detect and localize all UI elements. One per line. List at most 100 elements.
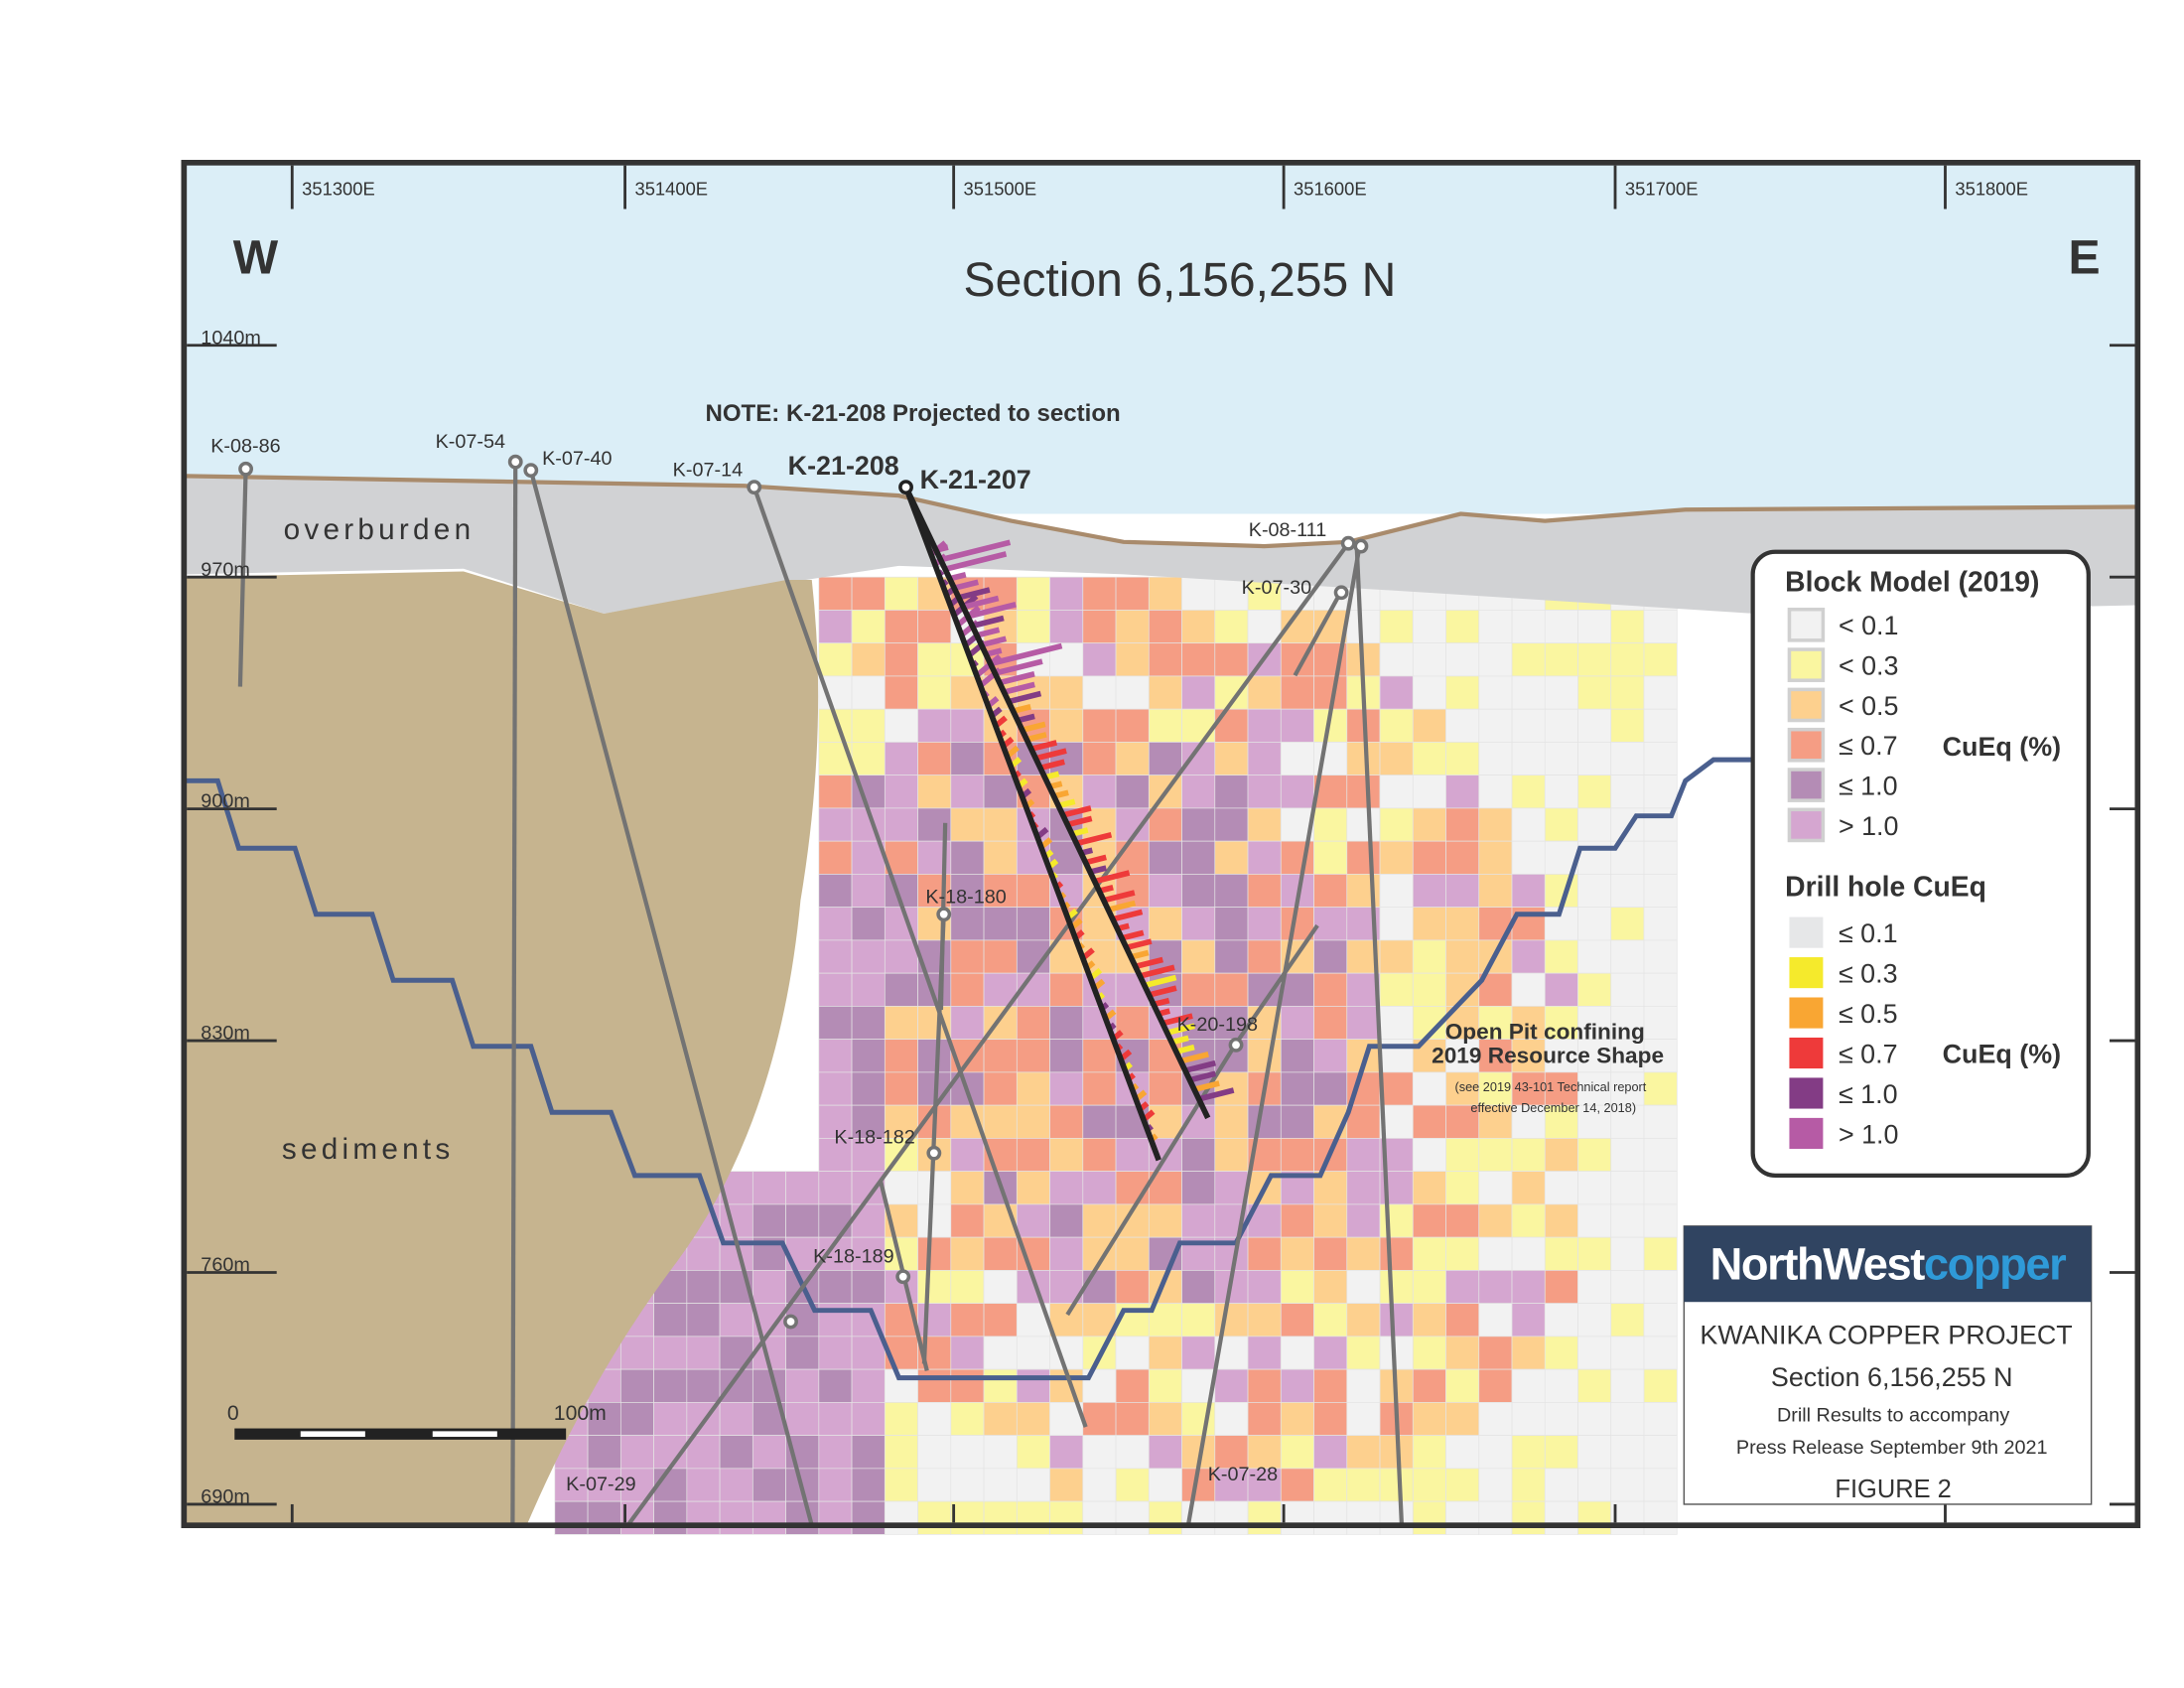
- block-cell: [1016, 1435, 1050, 1470]
- block-cell: [1379, 1071, 1414, 1106]
- block-cell: [983, 1270, 1018, 1304]
- block-cell: [983, 1336, 1018, 1370]
- assay-interval: [962, 595, 1000, 611]
- block-cell: [851, 1138, 886, 1172]
- legend-label: < 0.1: [1839, 611, 1899, 640]
- block-cell: [1313, 1270, 1348, 1304]
- block-cell: [1247, 1435, 1282, 1470]
- block-cell: [1478, 1138, 1513, 1172]
- hole-label: K-07-29: [566, 1474, 635, 1495]
- block-cell: [1016, 907, 1050, 941]
- block-cell: [1082, 1270, 1117, 1304]
- assay-interval: [1034, 748, 1067, 762]
- block-cell: [818, 1402, 853, 1436]
- block-cell: [1148, 1435, 1182, 1470]
- block-cell: [1643, 742, 1678, 776]
- block-cell: [1181, 1336, 1216, 1370]
- block-cell: [1511, 1336, 1546, 1370]
- block-cell: [1511, 1104, 1546, 1139]
- block-cell: [1148, 840, 1182, 875]
- assay-interval: [958, 587, 991, 601]
- hole-label: K-08-111: [1249, 519, 1327, 541]
- block-cell: [1181, 840, 1216, 875]
- legend-label: < 0.5: [1839, 691, 1899, 721]
- block-cell: [1016, 1171, 1050, 1205]
- block-cell: [1445, 1500, 1480, 1535]
- block-cell: [1478, 1500, 1513, 1535]
- block-cell: [1181, 642, 1216, 677]
- legend: Block Model (2019) Drill hole CuEq CuEq …: [1750, 549, 2091, 1179]
- block-cell: [1511, 840, 1546, 875]
- sky: [184, 162, 2138, 514]
- block-cell: [1610, 642, 1645, 677]
- block-cell: [1412, 1500, 1446, 1535]
- block-cell: [818, 1071, 853, 1106]
- assay-interval: [980, 635, 1008, 648]
- block-cell: [1379, 1500, 1414, 1535]
- block-cell: [1412, 1104, 1446, 1139]
- assay-interval: [999, 671, 1035, 686]
- block-cell: [1181, 1303, 1216, 1337]
- block-cell: [1610, 1402, 1645, 1436]
- block-cell: [1478, 675, 1513, 710]
- block-cell: [1445, 642, 1480, 677]
- block-cell: [1313, 874, 1348, 909]
- block-cell: [851, 1104, 886, 1139]
- block-cell: [653, 1368, 688, 1403]
- assay-interval: [1139, 964, 1175, 979]
- block-cell: [950, 708, 985, 743]
- block-cell: [1643, 1171, 1678, 1205]
- assay-interval: [953, 579, 979, 592]
- block-cell: [1577, 1138, 1612, 1172]
- block-cell: [1610, 807, 1645, 842]
- block-cell: [1280, 1368, 1314, 1403]
- block-cell: [950, 1468, 985, 1502]
- block-cell: [1379, 708, 1414, 743]
- block-cell: [1412, 1171, 1446, 1205]
- block-cell: [1280, 1203, 1314, 1238]
- block-cell: [1016, 1104, 1050, 1139]
- block-cell: [1247, 1402, 1282, 1436]
- block-cell: [1016, 576, 1050, 611]
- legend-label: ≤ 0.3: [1839, 958, 1898, 988]
- block-cell: [1016, 1402, 1050, 1436]
- block-cell: [686, 1336, 721, 1370]
- hole-label: K-07-14: [673, 459, 743, 481]
- block-cell: [1049, 1236, 1084, 1271]
- block-cell: [917, 675, 952, 710]
- block-cell: [1511, 742, 1546, 776]
- block-cell: [1346, 1104, 1381, 1139]
- block-cell: [851, 874, 886, 909]
- legend-label: > 1.0: [1839, 1119, 1899, 1149]
- legend-label: ≤ 0.1: [1839, 918, 1898, 948]
- block-cell: [1511, 1138, 1546, 1172]
- assay-interval: [1148, 985, 1177, 998]
- block-cell: [1082, 1138, 1117, 1172]
- block-cell: [884, 1435, 918, 1470]
- block-cell: [818, 874, 853, 909]
- block-cell: [1379, 1270, 1414, 1304]
- pit-note: effective December 14, 2018): [1470, 1100, 1636, 1115]
- block-cell: [1379, 774, 1414, 809]
- block-cell: [983, 1236, 1018, 1271]
- block-cell: [818, 807, 853, 842]
- block-cell: [1247, 708, 1282, 743]
- block-cell: [1247, 774, 1282, 809]
- block-cell: [1478, 972, 1513, 1007]
- block-cell: [1610, 972, 1645, 1007]
- block-cell: [1247, 939, 1282, 974]
- block-cell: [1313, 1006, 1348, 1041]
- block-cell: [1511, 972, 1546, 1007]
- block-cell: [1643, 1270, 1678, 1304]
- assay-interval: [1003, 681, 1035, 695]
- block-cell: [1313, 1402, 1348, 1436]
- block-cell: [1511, 1236, 1546, 1271]
- hole-label: K-18-180: [925, 886, 1006, 908]
- block-cell: [1181, 1138, 1216, 1172]
- assay-interval: [1112, 909, 1144, 922]
- block-cell: [1544, 1500, 1578, 1535]
- block-cell: [851, 1006, 886, 1041]
- block-cell: [1280, 1435, 1314, 1470]
- block-cell: [1082, 610, 1117, 644]
